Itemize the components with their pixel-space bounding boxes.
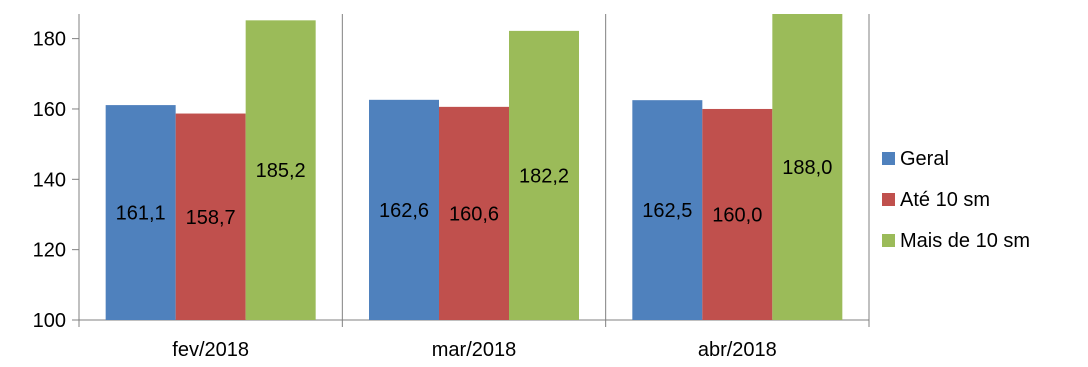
bar [175,113,246,320]
data-label: 161,1 [116,203,166,225]
y-tick-label: 100 [33,310,66,332]
data-label: 185,2 [256,160,306,182]
legend-swatch [882,193,895,206]
data-label: 162,6 [379,200,429,222]
y-tick-label: 180 [33,29,66,51]
data-label: 182,2 [519,165,569,187]
bar [245,20,316,321]
y-tick-label: 140 [33,169,66,191]
category-label: mar/2018 [432,339,517,361]
data-label: 160,6 [449,203,499,225]
legend-label: Mais de 10 sm [900,230,1030,252]
data-label: 158,7 [186,207,236,229]
bar [702,108,773,320]
data-label: 162,5 [642,200,692,222]
bar [509,30,579,321]
legend-swatch [882,234,895,247]
legend-label: Até 10 sm [900,189,990,211]
data-label: 160,0 [712,204,762,226]
bar [632,100,703,320]
y-tick-label: 120 [33,240,66,262]
bar [772,14,843,320]
category-label: fev/2018 [172,339,249,361]
bar [105,105,176,320]
bar [369,99,439,321]
category-label: abr/2018 [698,339,777,361]
bar [439,106,509,321]
legend-label: Geral [900,148,949,170]
legend-swatch [882,152,895,165]
data-label: 188,0 [782,157,832,179]
y-tick-label: 160 [33,99,66,121]
